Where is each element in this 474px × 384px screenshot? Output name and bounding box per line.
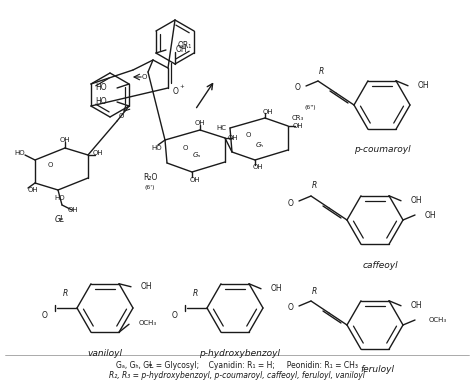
Text: O: O xyxy=(141,74,146,80)
Text: OH: OH xyxy=(411,196,423,205)
Text: HO: HO xyxy=(151,145,162,151)
Text: OH: OH xyxy=(253,164,264,170)
Text: Gₐ: Gₐ xyxy=(193,152,201,158)
Text: feruloyl: feruloyl xyxy=(360,366,394,374)
Text: OH: OH xyxy=(68,207,79,213)
Text: O: O xyxy=(182,145,188,151)
Text: OH: OH xyxy=(190,177,201,183)
Text: O: O xyxy=(42,311,48,321)
Text: R: R xyxy=(311,182,317,190)
Text: OH: OH xyxy=(293,123,304,129)
Text: OH: OH xyxy=(27,187,38,193)
Text: OH: OH xyxy=(263,109,273,115)
Text: R₂, R₃ = p-hydroxybenzoyl, p-coumaroyl, caffeoyl, feruloyl, vaniloyl: R₂, R₃ = p-hydroxybenzoyl, p-coumaroyl, … xyxy=(109,371,365,381)
Text: Gₐ, Gₕ, GⱠ = Glycosyl;    Cyanidin: R₁ = H;     Peonidin: R₁ = CH₃: Gₐ, Gₕ, GⱠ = Glycosyl; Cyanidin: R₁ = H;… xyxy=(116,361,358,369)
Text: vaniloyl: vaniloyl xyxy=(88,349,122,358)
Text: p-hydroxybenzoyl: p-hydroxybenzoyl xyxy=(200,349,281,358)
Text: O: O xyxy=(172,311,178,321)
Text: HO: HO xyxy=(14,150,25,156)
Text: CR₃: CR₃ xyxy=(292,115,304,121)
Text: R: R xyxy=(192,290,198,298)
Text: OH: OH xyxy=(60,137,70,143)
Text: OCH₃: OCH₃ xyxy=(139,320,157,326)
Text: OH: OH xyxy=(418,81,429,90)
Text: OH: OH xyxy=(411,301,423,310)
Text: OH: OH xyxy=(93,150,104,156)
Text: HO: HO xyxy=(95,83,107,93)
Text: GⱠ: GⱠ xyxy=(55,215,65,225)
Text: OH: OH xyxy=(228,135,238,141)
Text: OH: OH xyxy=(195,120,205,126)
Text: R₂O: R₂O xyxy=(143,174,157,182)
Text: OR₁: OR₁ xyxy=(178,41,192,51)
Text: O: O xyxy=(47,162,53,168)
Text: O: O xyxy=(173,86,179,96)
Text: O: O xyxy=(288,199,294,207)
Text: HO: HO xyxy=(95,98,107,106)
Text: (6"): (6") xyxy=(305,106,317,111)
Text: OH: OH xyxy=(425,210,437,220)
Text: OH: OH xyxy=(271,284,283,293)
Text: O: O xyxy=(288,303,294,313)
Text: OH: OH xyxy=(176,45,188,55)
Text: +: + xyxy=(180,83,184,88)
Text: OCH₃: OCH₃ xyxy=(429,317,447,323)
Text: caffeoyl: caffeoyl xyxy=(362,260,398,270)
Text: (6'): (6') xyxy=(145,185,155,190)
Text: p-coumaroyl: p-coumaroyl xyxy=(354,146,410,154)
Text: HO: HO xyxy=(55,195,65,201)
Text: R: R xyxy=(311,286,317,296)
Text: Gₕ: Gₕ xyxy=(256,142,264,148)
Text: HC: HC xyxy=(216,125,226,131)
Text: O: O xyxy=(118,113,124,119)
Text: O: O xyxy=(295,83,301,93)
Text: R: R xyxy=(319,66,324,76)
Text: OH: OH xyxy=(141,282,153,291)
Text: R: R xyxy=(63,290,68,298)
Text: O: O xyxy=(246,132,251,138)
